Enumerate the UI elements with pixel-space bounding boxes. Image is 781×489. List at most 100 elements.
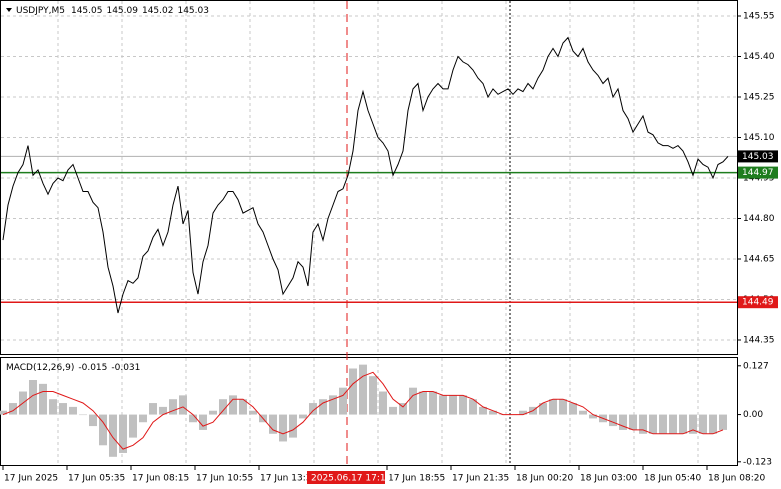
macd-bar <box>419 391 427 415</box>
macd-bar <box>399 403 407 415</box>
macd-bar <box>329 395 337 415</box>
macd-bar <box>159 406 167 415</box>
macd-bar <box>479 406 487 415</box>
macd-y-tick-label: 0.127 <box>743 361 769 371</box>
x-tick-label: 17 Jun 10:55 <box>196 474 253 484</box>
cursor-label-box <box>307 471 385 484</box>
macd-bar <box>219 399 227 415</box>
price-line <box>2 36 729 314</box>
macd-bar <box>99 414 107 446</box>
y-tick-label: 144.65 <box>743 255 775 265</box>
macd-bar <box>169 399 177 415</box>
macd-bar <box>59 403 67 415</box>
macd-bar <box>39 383 47 415</box>
menu-arrow[interactable] <box>6 8 12 12</box>
macd-bar <box>339 387 347 415</box>
macd-bar <box>279 414 287 442</box>
x-tick-label: 17 Jun 21:35 <box>452 474 509 484</box>
macd-y-tick-label: 0.00 <box>743 410 763 420</box>
macd-bar <box>569 403 577 415</box>
y-tick-label: 145.40 <box>743 52 775 62</box>
macd-bar <box>109 414 117 457</box>
x-tick-label: 18 Jun 08:20 <box>708 474 765 484</box>
macd-bar <box>139 414 147 423</box>
symbol: USDJPY,M5 <box>16 6 65 16</box>
macd-bar <box>79 414 87 416</box>
macd-reading: -0.015 <box>78 363 107 373</box>
macd-bar <box>9 403 17 415</box>
macd-bar <box>69 406 77 415</box>
level-label: 144.97 <box>742 168 774 178</box>
macd-bar <box>189 414 197 423</box>
macd-bar <box>519 410 527 415</box>
macd-bar <box>709 414 717 434</box>
y-tick-label: 145.25 <box>743 93 775 103</box>
macd-bar <box>659 414 667 434</box>
macd-bar <box>199 414 207 430</box>
level-label-box <box>738 166 778 179</box>
macd-y-tick-label: -0.123 <box>743 457 772 467</box>
macd-bar <box>0 410 7 415</box>
macd-bar <box>649 414 657 434</box>
macd-bar <box>699 414 707 434</box>
macd-bar <box>459 395 467 415</box>
macd-signal-line <box>2 371 724 450</box>
macd-bar <box>619 414 627 430</box>
level-label: 145.03 <box>742 152 774 162</box>
ohlc-value: 145.09 <box>106 6 138 16</box>
macd-bar <box>669 414 677 434</box>
macd-bar <box>359 364 367 415</box>
x-tick-label: 17 Jun 2025 <box>4 474 58 484</box>
x-tick-label: 18 Jun 03:00 <box>580 474 637 484</box>
macd-bar <box>609 414 617 427</box>
macd-bar <box>439 395 447 415</box>
macd-bar <box>119 414 127 453</box>
macd-bar <box>89 414 97 427</box>
ohlc-value: 145.03 <box>177 6 209 16</box>
macd-bar <box>319 399 327 415</box>
macd-bar <box>639 414 647 434</box>
macd-bar <box>289 414 297 438</box>
macd-bar <box>269 414 277 434</box>
macd-bar <box>449 395 457 415</box>
macd-bar <box>249 410 257 415</box>
level-label: 144.49 <box>742 298 774 308</box>
macd-name: MACD(12,26,9) <box>6 363 74 373</box>
macd-bar <box>589 414 597 419</box>
y-tick-label: 144.80 <box>743 214 775 224</box>
x-tick-label: 17 Jun 05:35 <box>68 474 125 484</box>
macd-bar <box>369 376 377 415</box>
macd-bar <box>299 414 307 419</box>
y-tick-label: 145.55 <box>743 12 775 22</box>
macd-reading: -0.031 <box>111 363 140 373</box>
cursor-label: 2025.06.17 17:15 <box>311 474 391 484</box>
macd-bar <box>539 403 547 415</box>
macd-bar <box>389 406 397 415</box>
macd-bar <box>679 414 687 434</box>
x-tick-label: 18 Jun 00:20 <box>516 474 573 484</box>
symbol-header: USDJPY,M5 145.05 145.09 145.02 145.03 <box>16 6 209 16</box>
macd-bar <box>309 403 317 415</box>
macd-bar <box>149 403 157 415</box>
macd-bar <box>559 399 567 415</box>
macd-bar <box>719 414 727 430</box>
macd-bar <box>689 414 697 434</box>
macd-bar <box>629 414 637 430</box>
macd-bar <box>549 399 557 415</box>
level-label-box <box>738 150 778 163</box>
ohlc-value: 145.05 <box>71 6 103 16</box>
macd-bar <box>469 399 477 415</box>
macd-bar <box>179 395 187 415</box>
ohlc-value: 145.02 <box>142 6 174 16</box>
macd-bar <box>579 410 587 415</box>
macd-bar <box>49 399 57 415</box>
macd-bar <box>29 380 37 415</box>
x-tick-label: 17 Jun 13:3 <box>260 474 311 484</box>
macd-bar <box>129 414 137 438</box>
level-label-box <box>738 296 778 309</box>
macd-bar <box>209 410 217 415</box>
x-tick-label: 17 Jun 18:55 <box>388 474 445 484</box>
macd-bar <box>409 387 417 415</box>
